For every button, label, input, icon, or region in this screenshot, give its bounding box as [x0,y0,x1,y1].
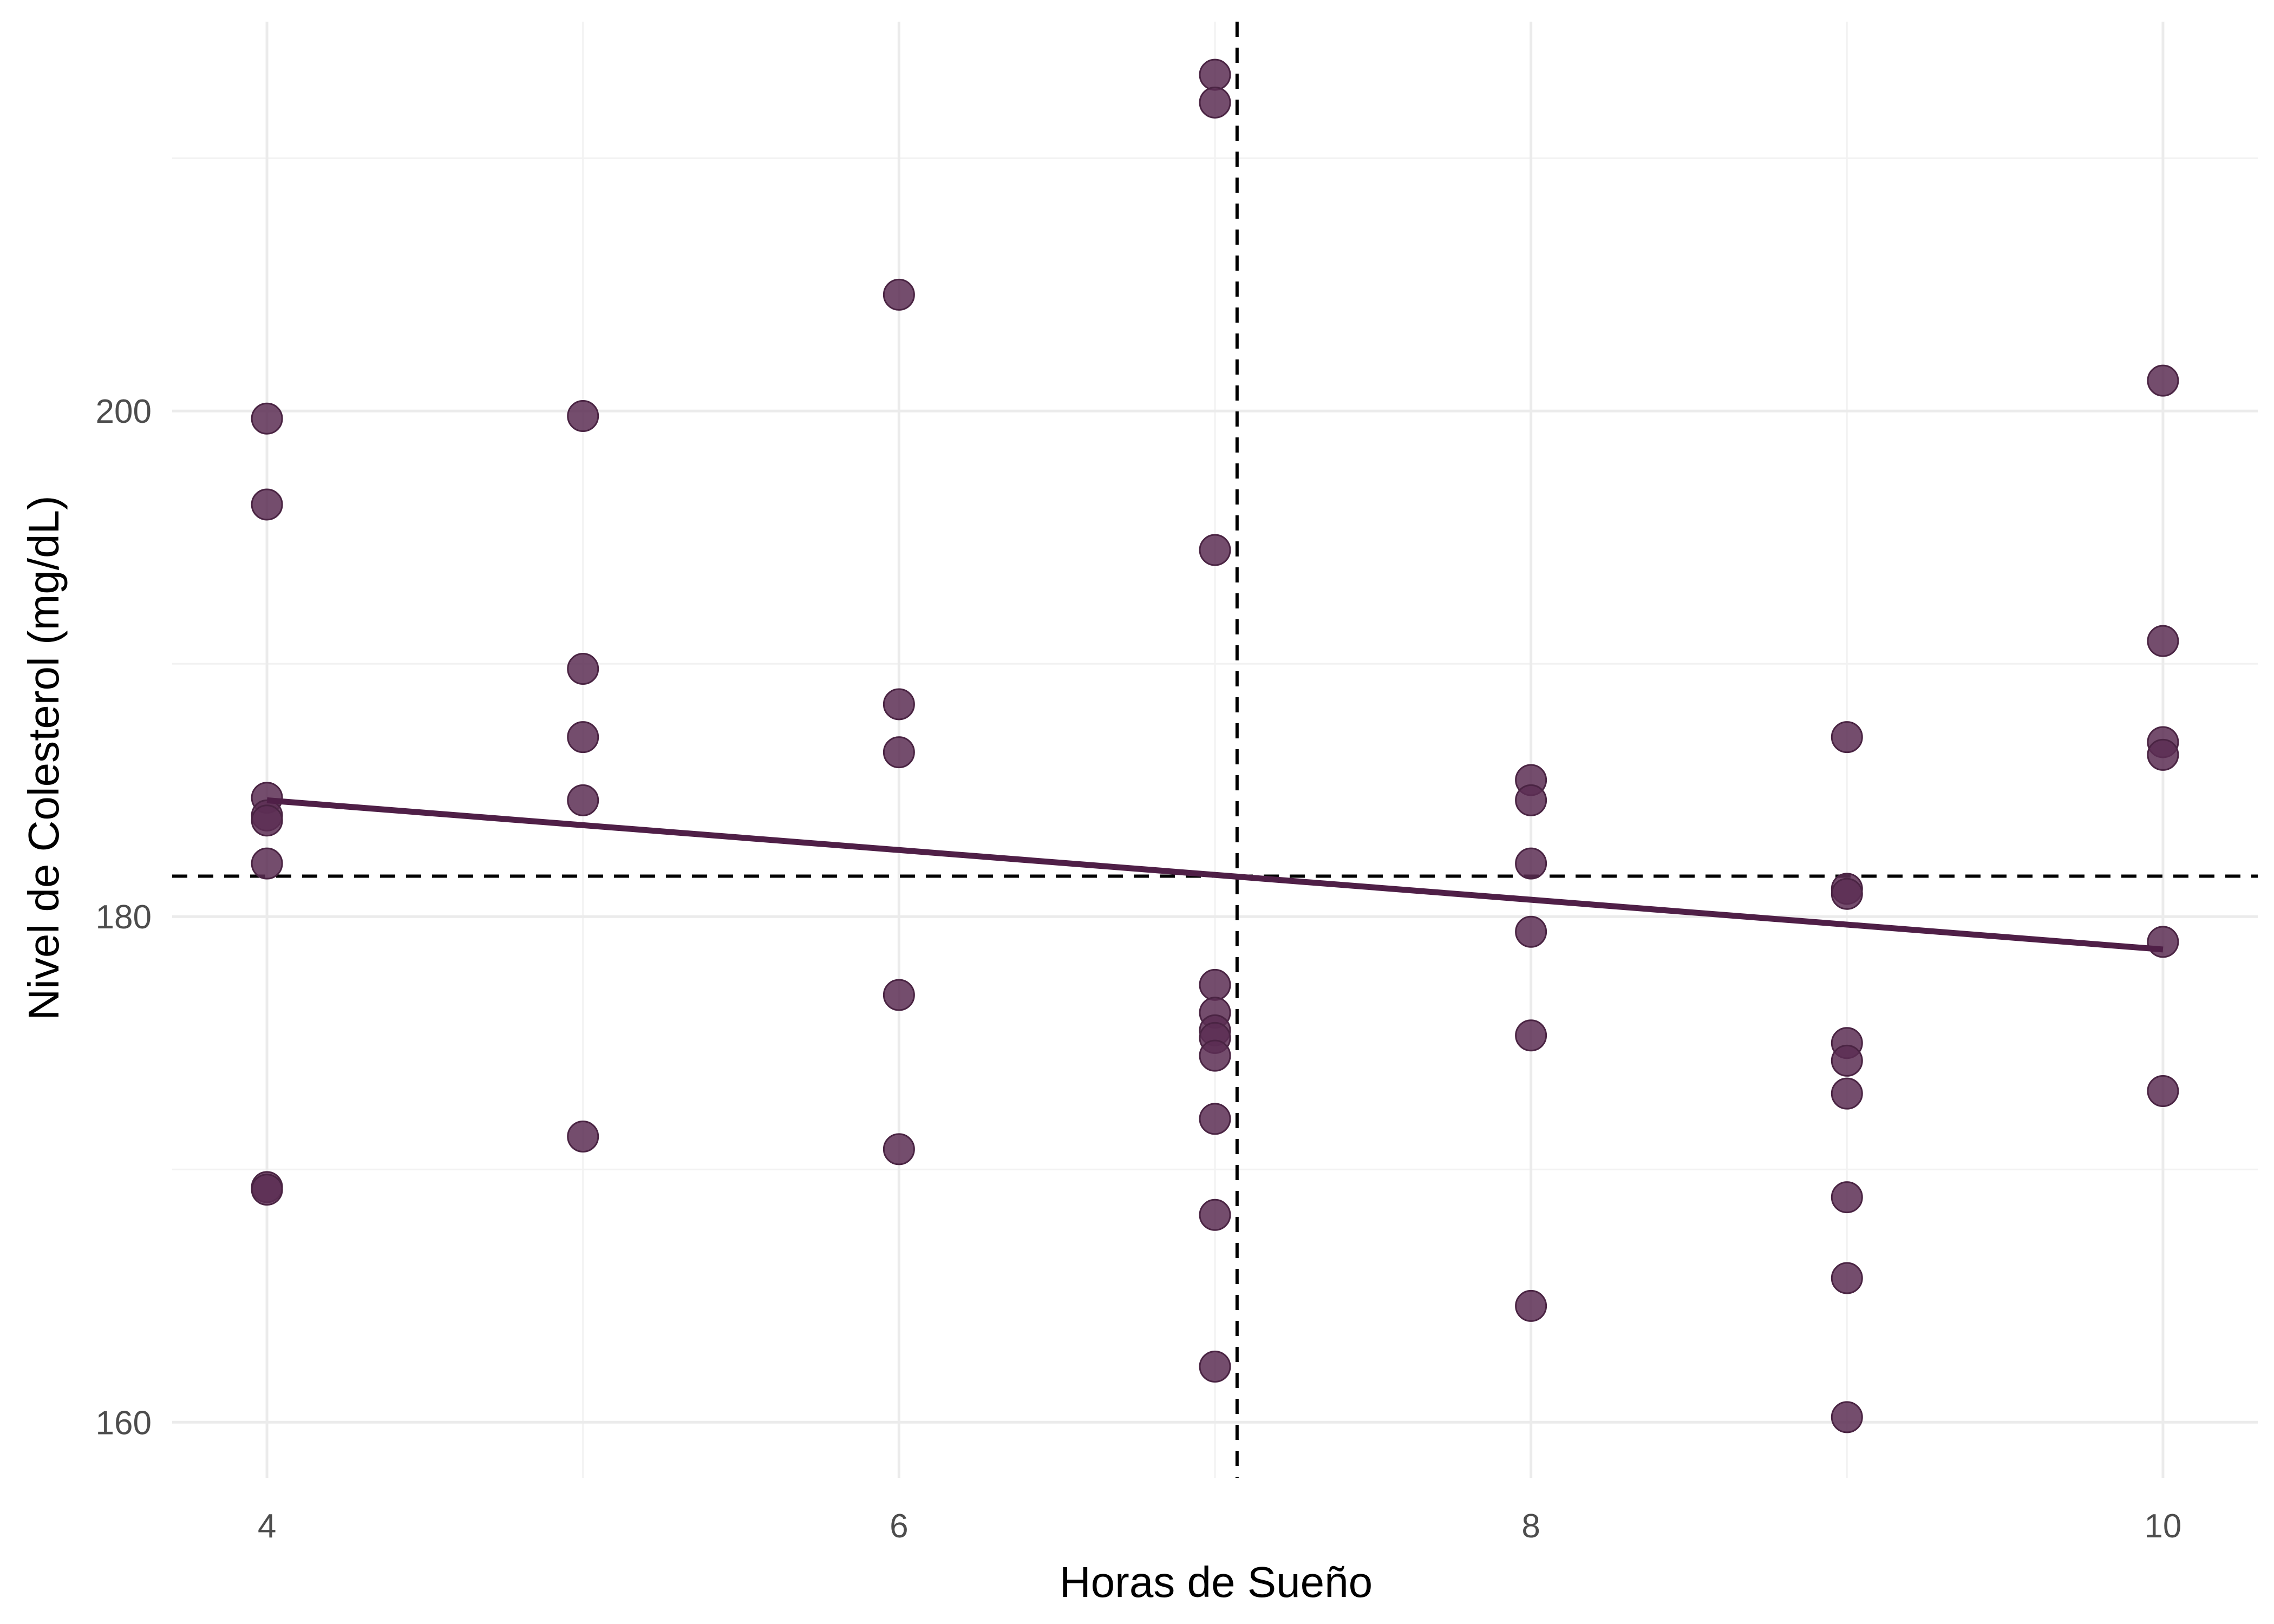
data-point [1515,847,1547,880]
regression-line [266,797,2164,953]
data-point [567,400,599,433]
data-point [1831,1401,1863,1433]
data-point [1515,784,1547,816]
data-point [1199,1199,1231,1231]
data-point [2147,364,2179,397]
data-point [1199,968,1231,1001]
data-points [251,58,2179,1433]
y-tick-label: 200 [96,393,152,430]
data-point [1199,1103,1231,1135]
data-point [1831,1262,1863,1294]
data-point [1199,86,1231,119]
data-point [251,488,283,521]
data-point [1831,878,1863,910]
x-tick-label: 4 [258,1508,276,1545]
tick-labels: 4 6 8 10 160 180 200 [96,393,2182,1545]
data-point [251,1174,283,1206]
data-point [1515,1019,1547,1052]
data-point [1515,915,1547,948]
data-point [251,847,283,880]
data-point [883,688,915,721]
x-axis-title: Horas de Sueño [1060,1558,1373,1606]
data-point [251,804,283,837]
grid-layer [172,22,2258,1478]
x-tick-label: 8 [1521,1508,1540,1545]
data-point [1199,58,1231,91]
data-point [1515,1289,1547,1322]
data-point [567,653,599,685]
data-point [883,278,915,311]
data-point [567,721,599,754]
data-point [567,1121,599,1153]
data-point [1831,1077,1863,1110]
x-tick-label: 6 [890,1508,908,1545]
data-point [1199,1351,1231,1383]
y-tick-label: 160 [96,1404,152,1442]
data-point [251,402,283,435]
data-point [1199,534,1231,566]
data-point [567,784,599,816]
data-point [883,736,915,769]
data-point [1831,1044,1863,1077]
data-point [1831,721,1863,754]
y-tick-label: 180 [96,899,152,936]
data-point [2147,738,2179,771]
data-point [883,1133,915,1165]
data-point [1831,1181,1863,1214]
data-point [2147,926,2179,958]
data-point [2147,1075,2179,1107]
data-point [2147,625,2179,657]
data-point [883,979,915,1011]
data-point [1199,1039,1231,1072]
regression-line-layer [266,797,2164,953]
x-tick-label: 10 [2144,1508,2181,1545]
y-axis-title: Nivel de Colesterol (mg/dL) [19,495,68,1020]
